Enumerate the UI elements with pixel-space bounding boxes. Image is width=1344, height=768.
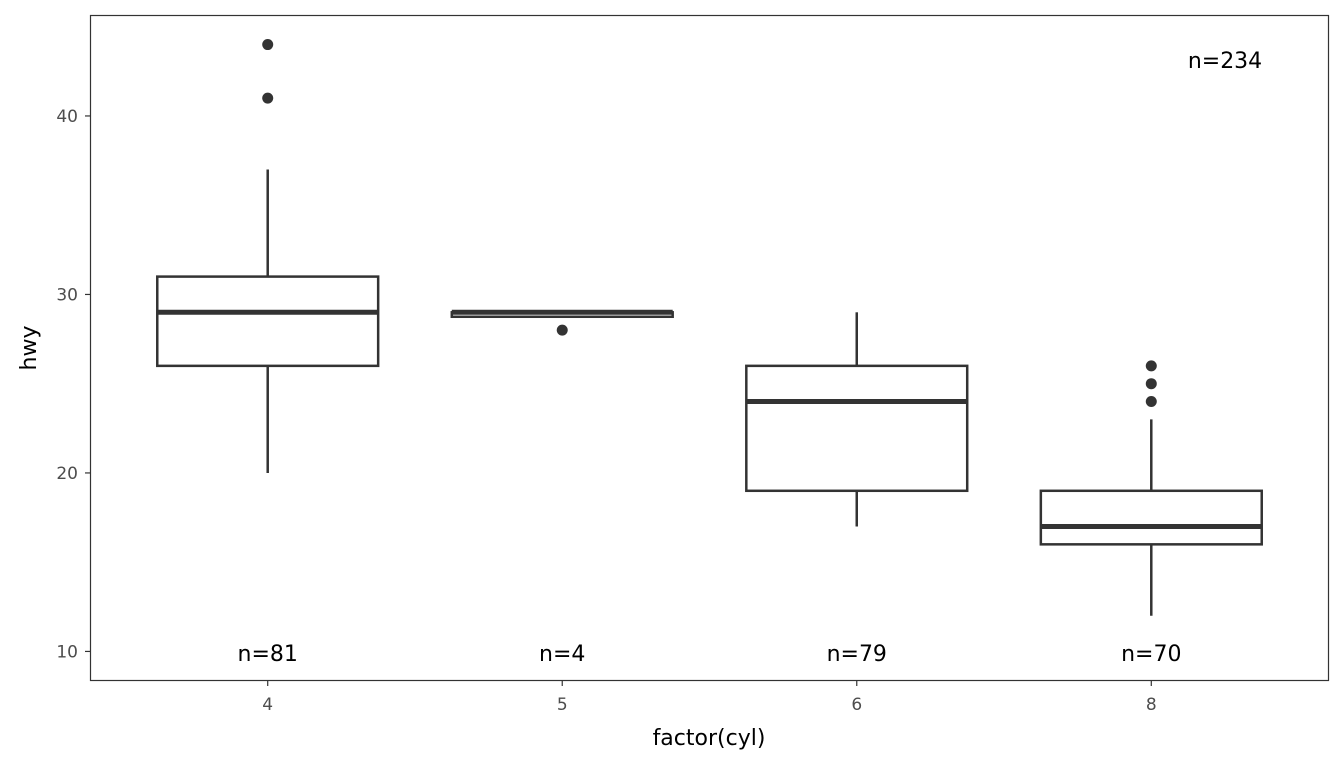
x-axis-title: factor(cyl) (653, 726, 766, 751)
count-label: n=4 (539, 642, 585, 667)
axis-layer: 10 20 30 40 4 5 6 8 (56, 107, 1156, 715)
outlier-point (1145, 360, 1157, 372)
iqr-box (745, 364, 969, 493)
iqr-box (1039, 489, 1263, 546)
x-tick-label: 4 (262, 695, 273, 715)
y-tick-label: 40 (56, 107, 78, 127)
plot-layer: n=81 n=4 n=79 n=70 (156, 39, 1263, 667)
outlier-point (262, 39, 274, 51)
count-label: n=79 (827, 642, 887, 667)
box-group-cyl-5: n=4 (450, 309, 674, 667)
outlier-point (1145, 396, 1157, 408)
x-tick-label: 8 (1146, 695, 1157, 715)
total-count-annotation: n=234 (1188, 49, 1262, 74)
y-tick-label: 30 (56, 285, 78, 305)
x-tick-label: 6 (851, 695, 862, 715)
box-group-cyl-4: n=81 (156, 39, 380, 667)
y-axis-title: hwy (17, 326, 42, 371)
outlier-point (556, 324, 568, 336)
y-tick-label: 10 (56, 642, 78, 662)
outlier-point (262, 92, 274, 104)
count-label: n=70 (1121, 642, 1181, 667)
panel-border (89, 14, 1330, 682)
x-tick-label: 5 (557, 695, 568, 715)
box-group-cyl-8: n=70 (1039, 360, 1263, 667)
y-tick-label: 20 (56, 464, 78, 484)
iqr-box (156, 275, 380, 368)
box-group-cyl-6: n=79 (745, 312, 969, 667)
count-label: n=81 (238, 642, 298, 667)
outlier-point (1145, 378, 1157, 390)
